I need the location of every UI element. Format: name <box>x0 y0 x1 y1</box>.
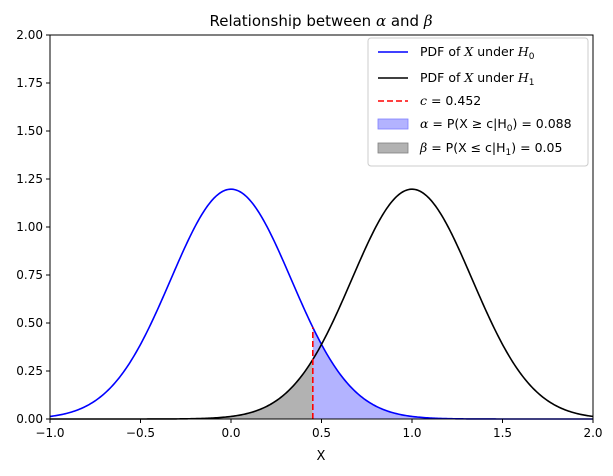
x-tick-label: −0.5 <box>126 426 155 440</box>
y-tick-label: 0.00 <box>16 412 43 426</box>
x-axis-label: X <box>317 449 326 464</box>
x-axis-ticks: −1.0 −0.5 0.0 0.5 1.0 1.5 2.0 <box>35 419 603 440</box>
legend-beta-label: β = P(X ≤ c|H1) = 0.05 <box>419 140 562 158</box>
x-tick-label: −1.0 <box>35 426 64 440</box>
y-tick-label: 1.25 <box>16 172 43 186</box>
beta-region <box>50 359 313 419</box>
x-tick-label: 2.0 <box>583 426 602 440</box>
alpha-region <box>312 327 593 419</box>
shaded-regions <box>50 327 593 419</box>
x-tick-label: 0.5 <box>312 426 331 440</box>
legend-beta-handle <box>377 142 409 154</box>
legend-threshold-label: c = 0.452 <box>420 93 481 108</box>
legend-alpha-label: α = P(X ≥ c|H0) = 0.088 <box>420 116 572 134</box>
x-tick-label: 0.0 <box>221 426 240 440</box>
x-tick-label: 1.5 <box>493 426 512 440</box>
y-tick-label: 0.75 <box>16 268 43 282</box>
y-tick-label: 1.75 <box>16 76 43 90</box>
legend-h1-label: PDF of X under H1 <box>420 70 534 88</box>
y-tick-label: 0.50 <box>16 316 43 330</box>
y-tick-label: 2.00 <box>16 28 43 42</box>
legend: PDF of X under H0 PDF of X under H1 c = 0.… <box>367 37 589 167</box>
legend-alpha-handle <box>377 118 409 130</box>
legend-h0-label: PDF of X under H0 <box>420 44 535 62</box>
y-tick-label: 0.25 <box>16 364 43 378</box>
chart-title: Relationship between α and β <box>209 12 432 30</box>
y-tick-label: 1.00 <box>16 220 43 234</box>
legend-box <box>367 37 589 167</box>
x-tick-label: 1.0 <box>402 426 421 440</box>
y-tick-label: 1.50 <box>16 124 43 138</box>
y-axis-ticks: 0.00 0.25 0.50 0.75 1.00 1.25 1.50 1.75 2.00 <box>16 28 50 426</box>
